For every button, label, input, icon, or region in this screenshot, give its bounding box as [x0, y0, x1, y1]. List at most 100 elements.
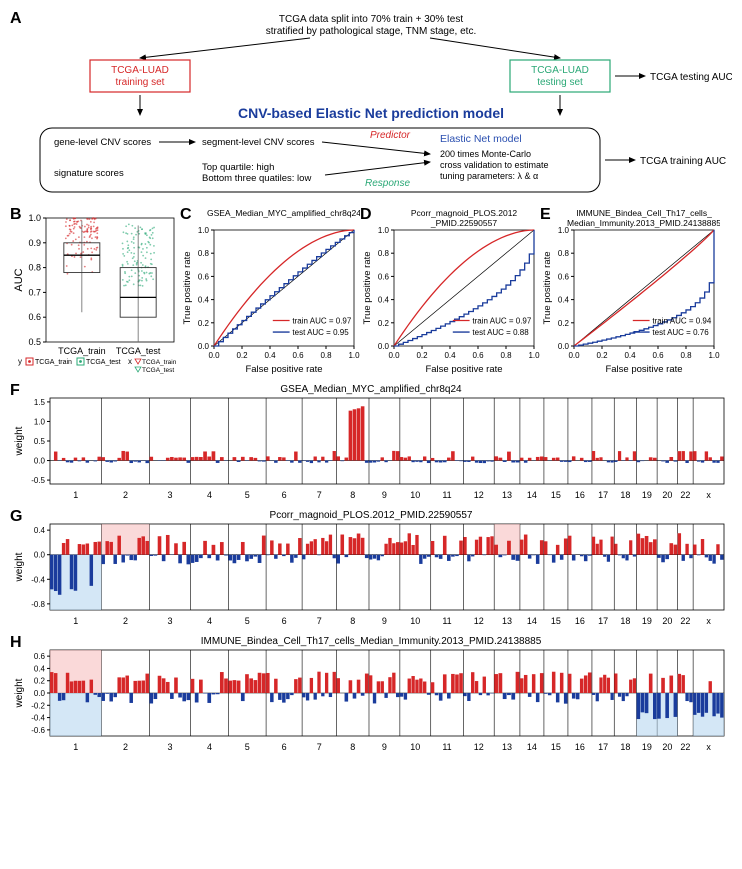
test-box-text-2: testing set [537, 77, 583, 88]
svg-text:0.8: 0.8 [378, 249, 390, 258]
svg-text:15: 15 [551, 616, 561, 626]
panel-b-boxplot: B 0.50.60.70.80.91.0AUCTCGA_trainTCGA_te… [10, 206, 180, 376]
svg-text:1: 1 [73, 616, 78, 626]
svg-text:0.5: 0.5 [34, 437, 46, 446]
svg-text:weight: weight [14, 426, 25, 456]
svg-text:8: 8 [350, 616, 355, 626]
svg-text:18: 18 [620, 742, 630, 752]
svg-text:9: 9 [382, 490, 387, 500]
svg-text:0.8: 0.8 [320, 351, 332, 360]
svg-text:weight: weight [14, 552, 25, 582]
svg-text:x: x [706, 742, 711, 752]
svg-text:-0.6: -0.6 [31, 726, 45, 735]
panel-label-d: D [360, 206, 372, 224]
svg-text:0.8: 0.8 [198, 249, 210, 258]
svg-text:0.2: 0.2 [596, 351, 608, 360]
svg-text:0.8: 0.8 [558, 249, 570, 258]
svg-text:0.7: 0.7 [28, 287, 41, 297]
train-auc-text: TCGA training AUC [640, 156, 726, 167]
svg-text:0.6: 0.6 [28, 312, 41, 322]
svg-text:0.0: 0.0 [388, 351, 400, 360]
svg-text:13: 13 [502, 490, 512, 500]
svg-text:12: 12 [474, 742, 484, 752]
svg-text:0.8: 0.8 [28, 263, 41, 273]
svg-text:11: 11 [442, 616, 451, 626]
test-box-text-1: TCGA-LUAD [531, 65, 589, 76]
svg-text:1.0: 1.0 [528, 351, 540, 360]
svg-text:IMMUNE_Bindea_Cell_Th17_cells_: IMMUNE_Bindea_Cell_Th17_cells_Median_Imm… [201, 636, 542, 647]
svg-text:7: 7 [317, 490, 322, 500]
panel-label-h: H [10, 634, 22, 652]
svg-text:0.4: 0.4 [378, 296, 390, 305]
svg-text:16: 16 [575, 616, 585, 626]
svg-text:14: 14 [527, 616, 537, 626]
panel-label-f: F [10, 382, 20, 400]
svg-text:17: 17 [598, 490, 608, 500]
svg-text:0.2: 0.2 [34, 677, 46, 686]
svg-text:3: 3 [168, 742, 173, 752]
svg-text:2: 2 [123, 616, 128, 626]
svg-text:20: 20 [662, 490, 672, 500]
svg-text:y: y [18, 357, 22, 366]
panel-label-e: E [540, 206, 551, 224]
svg-text:-0.4: -0.4 [31, 575, 45, 584]
svg-text:13: 13 [502, 742, 512, 752]
svg-text:False positive rate: False positive rate [245, 364, 322, 375]
svg-text:0.9: 0.9 [28, 238, 41, 248]
svg-text:1.0: 1.0 [28, 213, 41, 223]
svg-text:x: x [706, 490, 711, 500]
test-auc-text: TCGA testing AUC [650, 72, 732, 83]
svg-text:False positive rate: False positive rate [425, 364, 502, 375]
svg-text:TCGA_test: TCGA_test [86, 359, 121, 366]
svg-text:15: 15 [551, 490, 561, 500]
svg-text:1.0: 1.0 [34, 417, 46, 426]
svg-text:2: 2 [123, 490, 128, 500]
svg-text:weight: weight [14, 678, 25, 708]
svg-text:5: 5 [245, 490, 250, 500]
svg-text:7: 7 [317, 616, 322, 626]
panel-label-a: A [10, 10, 22, 28]
svg-text:x: x [128, 357, 132, 366]
svg-text:test AUC = 0.95: test AUC = 0.95 [292, 328, 349, 337]
svg-text:Pcorr_magnoid_PLOS.2012_PMID.2: Pcorr_magnoid_PLOS.2012_PMID.22590557 [270, 510, 473, 521]
svg-text:16: 16 [575, 742, 585, 752]
svg-text:_PMID.22590557: _PMID.22590557 [430, 218, 497, 228]
train-box-text-2: training set [116, 77, 165, 88]
svg-text:0.2: 0.2 [558, 319, 570, 328]
svg-text:22: 22 [680, 490, 690, 500]
svg-text:0.0: 0.0 [34, 689, 46, 698]
svg-text:TCGA_test: TCGA_test [142, 367, 174, 374]
svg-text:20: 20 [662, 616, 672, 626]
svg-text:18: 18 [620, 616, 630, 626]
top-text-2: stratified by pathological stage, TNM st… [266, 26, 476, 37]
svg-text:0.8: 0.8 [500, 351, 512, 360]
svg-text:0.0: 0.0 [558, 342, 570, 351]
svg-text:True positive rate: True positive rate [362, 251, 373, 324]
svg-text:4: 4 [207, 742, 212, 752]
svg-text:0.2: 0.2 [198, 319, 210, 328]
svg-text:10: 10 [410, 742, 420, 752]
svg-text:10: 10 [410, 616, 420, 626]
svg-text:19: 19 [642, 742, 652, 752]
svg-text:0.0: 0.0 [568, 351, 580, 360]
svg-text:TCGA_train: TCGA_train [142, 359, 177, 366]
svg-text:4: 4 [207, 490, 212, 500]
svg-text:0.2: 0.2 [236, 351, 248, 360]
svg-text:5: 5 [245, 616, 250, 626]
panel-e-roc: E IMMUNE_Bindea_Cell_Th17_cells_Median_I… [540, 206, 720, 376]
svg-text:-0.2: -0.2 [31, 701, 45, 710]
mid2-2: Bottom three quatiles: low [202, 173, 311, 184]
predictor-label: Predictor [370, 130, 411, 141]
svg-text:22: 22 [680, 616, 690, 626]
svg-text:0.0: 0.0 [208, 351, 220, 360]
mid2-1: Top quartile: high [202, 162, 274, 173]
svg-text:14: 14 [527, 490, 537, 500]
svg-text:test AUC = 0.88: test AUC = 0.88 [472, 328, 529, 337]
svg-text:22: 22 [680, 742, 690, 752]
svg-text:False positive rate: False positive rate [605, 364, 682, 375]
svg-text:0.5: 0.5 [28, 337, 41, 347]
center-title: CNV-based Elastic Net prediction model [238, 105, 504, 121]
svg-text:6: 6 [282, 490, 287, 500]
svg-text:AUC: AUC [13, 268, 25, 291]
svg-text:17: 17 [598, 616, 608, 626]
